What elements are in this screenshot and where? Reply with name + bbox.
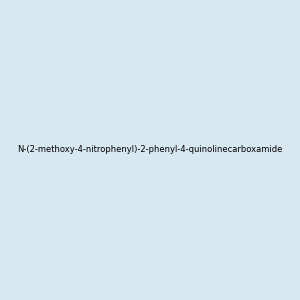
Text: N-(2-methoxy-4-nitrophenyl)-2-phenyl-4-quinolinecarboxamide: N-(2-methoxy-4-nitrophenyl)-2-phenyl-4-q…	[17, 146, 283, 154]
